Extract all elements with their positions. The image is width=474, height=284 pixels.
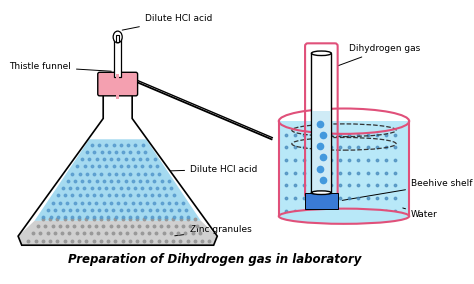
Text: Preparation of Dihydrogen gas in laboratory: Preparation of Dihydrogen gas in laborat… (68, 253, 361, 266)
Ellipse shape (311, 51, 331, 56)
Bar (311, 53, 331, 193)
Bar (279, 121, 409, 216)
Text: Dihydrogen gas: Dihydrogen gas (337, 44, 420, 66)
Polygon shape (18, 94, 217, 245)
Text: Beehive shelf: Beehive shelf (342, 179, 473, 201)
Text: Zinc granules: Zinc granules (175, 225, 252, 236)
Text: Dilute HCl acid: Dilute HCl acid (170, 165, 257, 174)
Text: Thistle funnel: Thistle funnel (9, 62, 111, 71)
Text: Water: Water (403, 208, 438, 219)
Polygon shape (18, 221, 217, 245)
Bar (312, 111, 330, 193)
Ellipse shape (279, 209, 409, 224)
Bar (116, 74, 119, 99)
Polygon shape (35, 139, 201, 221)
Bar (305, 193, 337, 209)
Bar (116, 35, 119, 42)
Ellipse shape (311, 191, 331, 195)
Bar (305, 193, 337, 209)
FancyBboxPatch shape (98, 72, 137, 96)
Ellipse shape (113, 31, 122, 43)
Bar (114, 37, 121, 77)
Text: Dilute HCl acid: Dilute HCl acid (122, 14, 212, 30)
